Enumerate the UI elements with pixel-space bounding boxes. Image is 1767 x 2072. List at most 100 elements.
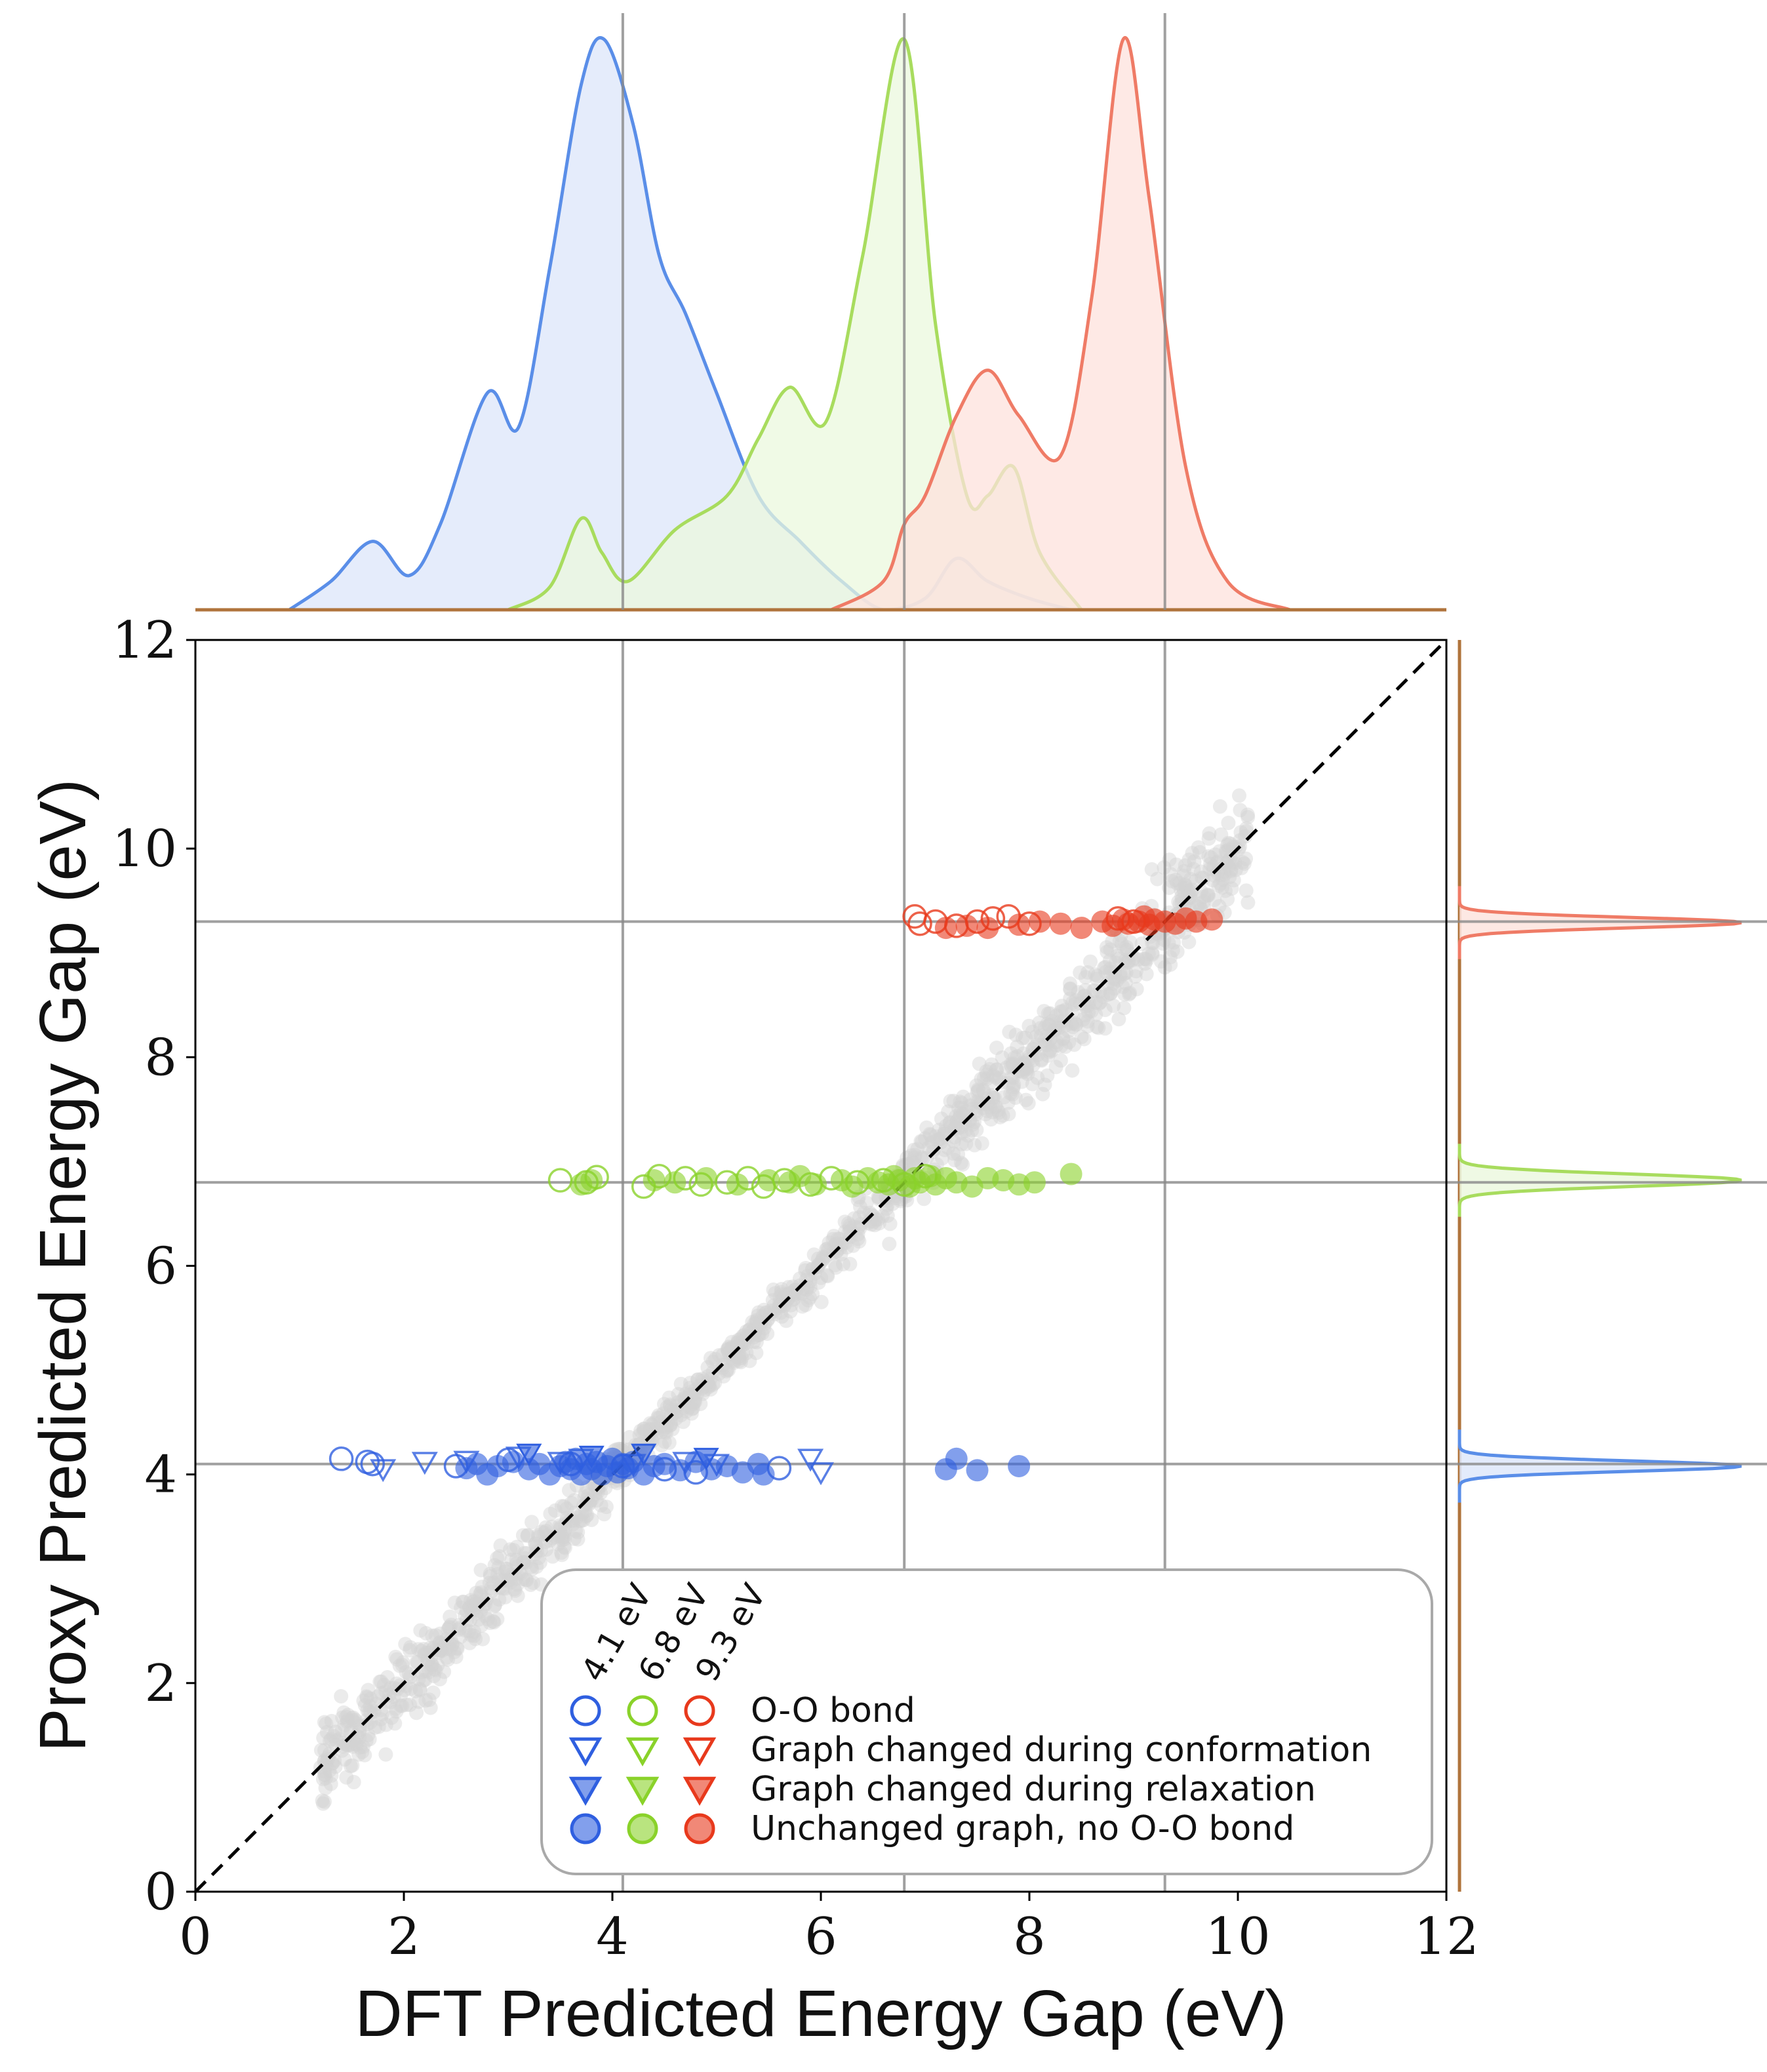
point-oo-bond	[360, 1452, 386, 1477]
background-point	[442, 1620, 457, 1635]
background-point	[959, 1136, 974, 1151]
background-point	[745, 1315, 760, 1330]
background-point	[910, 1142, 925, 1157]
background-point	[483, 1566, 498, 1582]
background-point	[1145, 946, 1160, 961]
y-tick-label: 4	[144, 1446, 177, 1505]
background-point	[1076, 1012, 1090, 1027]
background-point	[806, 1247, 822, 1262]
point-oo-bond	[688, 1172, 713, 1197]
background-point	[1088, 1007, 1103, 1022]
background-point	[871, 1189, 886, 1205]
background-point	[393, 1698, 408, 1713]
background-point	[1042, 1045, 1057, 1060]
background-point	[798, 1261, 813, 1275]
legend-row-2: Graph changed during conformation	[751, 1730, 1372, 1770]
background-point	[515, 1571, 530, 1586]
background-point	[721, 1363, 736, 1378]
background-point	[399, 1698, 414, 1712]
background-point	[733, 1355, 748, 1370]
background-point	[439, 1641, 454, 1656]
background-point	[1005, 1081, 1020, 1096]
y-axis-title: Proxy Predicted Energy Gap (eV)	[26, 779, 100, 1752]
background-point	[557, 1499, 572, 1514]
background-point	[1233, 833, 1247, 848]
background-point	[730, 1336, 745, 1351]
background-point	[1100, 987, 1115, 1002]
background-point	[441, 1652, 456, 1667]
background-point	[1186, 862, 1201, 877]
background-point	[1029, 1037, 1044, 1052]
y-tick-label: 0	[144, 1863, 177, 1922]
background-point	[987, 1100, 1003, 1115]
point-unchanged-graph	[1049, 912, 1072, 935]
background-point	[545, 1549, 560, 1564]
background-point	[726, 1355, 742, 1370]
top-marginal-density	[195, 36, 1446, 612]
legend-marker-graph-changed-relaxation	[683, 1776, 717, 1806]
background-point	[923, 1126, 938, 1142]
background-point	[449, 1641, 464, 1656]
background-point	[963, 1092, 978, 1107]
background-point	[1058, 1018, 1073, 1033]
background-point	[554, 1499, 569, 1513]
right-density-curve	[1458, 1429, 1742, 1503]
x-tick-label: 2	[387, 1907, 420, 1966]
background-point	[496, 1572, 511, 1587]
background-point	[659, 1425, 674, 1440]
background-point	[733, 1332, 748, 1346]
background-point	[1006, 1070, 1021, 1085]
background-point	[958, 1123, 973, 1138]
background-point	[529, 1559, 544, 1574]
background-point	[694, 1381, 709, 1396]
background-point	[811, 1258, 826, 1272]
background-point	[1178, 877, 1193, 892]
background-point	[337, 1752, 352, 1767]
background-point	[503, 1542, 518, 1557]
background-point	[965, 1102, 980, 1117]
background-point	[1065, 1063, 1080, 1078]
background-point	[525, 1562, 540, 1577]
background-point	[480, 1612, 495, 1627]
background-point	[567, 1493, 582, 1508]
background-point	[1029, 1029, 1044, 1044]
background-point	[424, 1657, 439, 1672]
background-point	[708, 1351, 723, 1366]
background-point	[810, 1260, 825, 1275]
background-point	[507, 1582, 522, 1597]
y-axis-ticks: 0 2 4 6 8 10 12	[112, 611, 195, 1922]
background-point	[403, 1681, 418, 1696]
background-point	[558, 1521, 573, 1536]
background-point	[578, 1486, 593, 1501]
background-point	[1026, 1041, 1041, 1056]
point-oo-bond	[1105, 906, 1130, 931]
background-point	[820, 1269, 835, 1284]
background-point	[778, 1291, 793, 1306]
background-point	[403, 1643, 417, 1658]
background-point	[411, 1694, 426, 1709]
background-point	[454, 1600, 469, 1615]
background-point	[1092, 984, 1107, 999]
background-point	[1067, 1037, 1082, 1052]
y-tick-label: 8	[144, 1028, 177, 1087]
background-point	[679, 1395, 694, 1410]
background-point	[696, 1380, 711, 1395]
background-point	[715, 1360, 730, 1375]
point-oo-bond	[547, 1168, 573, 1193]
point-graph-changed-conformation	[370, 1459, 397, 1483]
background-point	[1235, 854, 1250, 869]
background-point	[679, 1404, 694, 1419]
background-point	[782, 1286, 797, 1301]
background-point	[426, 1669, 441, 1684]
background-point	[374, 1707, 389, 1722]
background-point	[1058, 1003, 1073, 1018]
background-point	[832, 1231, 847, 1246]
background-point	[408, 1684, 423, 1699]
background-point	[1172, 876, 1187, 891]
background-point	[458, 1623, 473, 1638]
background-point	[1056, 1031, 1071, 1046]
background-point	[1223, 864, 1239, 879]
background-point	[555, 1547, 569, 1563]
background-point	[703, 1371, 718, 1386]
background-point	[820, 1241, 835, 1256]
